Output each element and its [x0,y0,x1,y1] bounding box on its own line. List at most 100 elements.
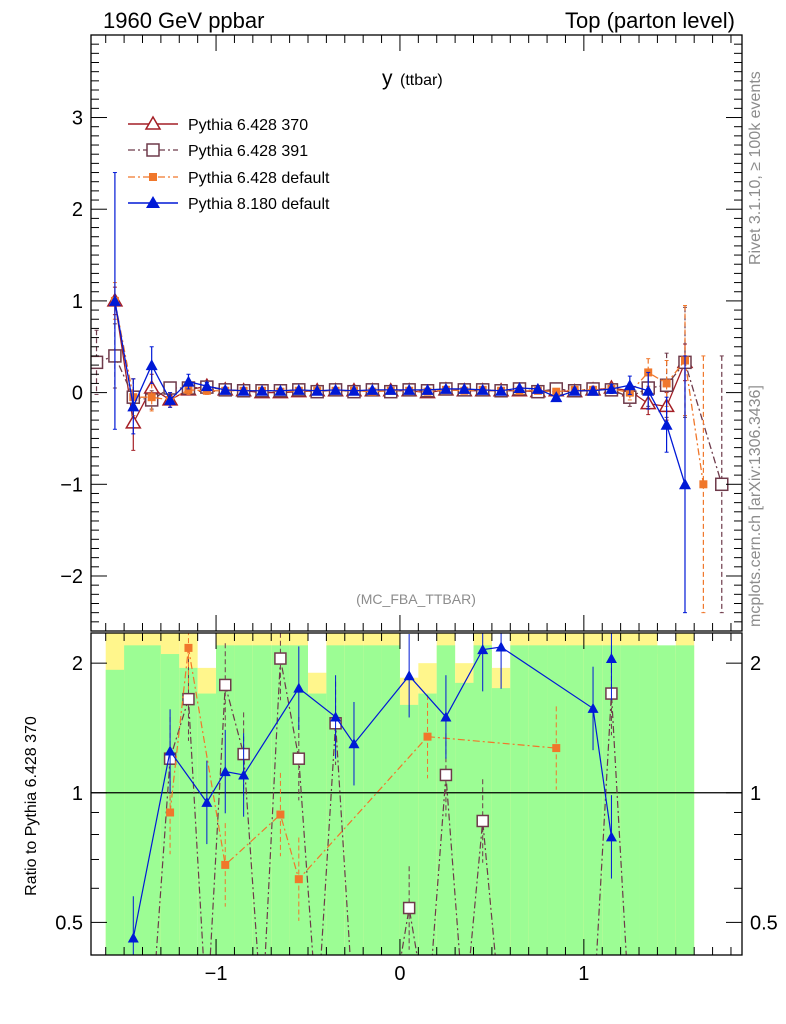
data-point [237,384,250,396]
legend-marker-open-square [146,143,160,157]
uncertainty-band-green [675,645,695,955]
data-point [440,711,452,722]
data-point [403,670,415,681]
data-point [292,383,305,395]
legend-label: Pythia 8.180 default [188,196,330,213]
uncertainty-band-green [547,645,566,955]
data-point [678,478,691,490]
uncertainty-band-green [179,667,198,955]
uncertainty-band-green [142,645,161,955]
data-point [256,384,269,396]
data-point [329,383,342,395]
ratio-y-tick-label: 2 [72,653,83,675]
legend-entry-pythia-6428-370: Pythia 6.428 370 [128,115,308,134]
data-point [330,711,342,722]
data-point [513,382,526,394]
data-point [587,702,599,713]
y-tick-label: −2 [60,566,83,588]
data-point [184,385,193,394]
data-point [476,383,489,395]
data-point [458,382,471,394]
data-point [218,678,232,692]
series-line [114,300,686,425]
series-line [96,355,723,485]
data-point [147,393,156,402]
x-tick-label: −1 [205,963,228,985]
data-point [184,643,193,652]
data-point [293,682,305,693]
data-point [274,652,287,665]
data-point [495,384,508,396]
legend-marker-open-triangle [144,115,162,130]
data-point [552,744,561,753]
data-point [423,732,432,741]
y-tick-label: 2 [72,199,83,221]
uncertainty-band-green [252,645,272,955]
data-point [201,796,213,807]
ratio-y-tick-label-right: 1 [750,783,761,805]
uncertainty-band-green [583,645,603,955]
uncertainty-band-green [124,645,143,955]
uncertainty-band-green [363,645,382,955]
y-tick-label: 1 [72,291,83,313]
data-point [421,383,434,395]
legend-label: Pythia 6.428 391 [188,143,308,160]
uncertainty-band-green [418,693,437,955]
series-pythia-6-428-default [110,282,708,614]
legend-entry-pythia-8180-default: Pythia 8.180 default [128,196,330,213]
data-point [294,875,303,884]
uncertainty-band-green [381,645,400,955]
data-point [219,766,231,777]
uncertainty-band-green [528,645,548,955]
ratio-series [605,633,617,701]
uncertainty-band-green [271,645,290,955]
uncertainty-band-green [455,682,474,955]
data-point [274,384,287,396]
data-point [348,738,360,749]
rivet-label: Rivet 3.1.10, ≥ 100k events [747,71,764,265]
data-point [366,383,379,395]
y-tick-label: −1 [60,474,83,496]
data-point [605,653,617,664]
ratio-line [155,658,627,955]
ratio-plot-frame [90,632,743,956]
data-point [164,393,177,405]
data-point [127,932,139,943]
legend-marker-filled-square [149,173,157,181]
data-point [699,480,708,489]
data-point [531,382,544,394]
data-point [164,745,176,756]
data-point [439,382,452,394]
data-point [221,860,230,869]
data-point [347,384,360,396]
legend-entry-pythia-6428-391: Pythia 6.428 391 [128,143,308,160]
legend-label: Pythia 6.428 370 [188,117,308,134]
data-point [439,768,453,782]
legend: Pythia 6.428 370 Pythia 6.428 391 Pythia… [128,115,330,213]
data-point [642,384,655,396]
series-pythia-6-428-370 [106,286,694,451]
data-point [91,355,104,370]
data-point [311,384,324,396]
plot-title-sub: (ttbar) [400,72,443,89]
data-point [550,391,563,403]
data-point [662,379,671,388]
ratio-series [166,633,561,921]
y-tick-label: 3 [72,108,83,130]
ratio-series [127,633,617,955]
ratio-plot-panel: 0.5 0.5 1 1 2 2 −1 0 1 [55,632,778,985]
data-point [477,644,489,655]
uncertainty-band-green [657,645,676,955]
data-point [108,294,121,306]
analysis-id-label: (MC_FBA_TTBAR) [356,591,476,607]
uncertainty-band-green [510,645,529,955]
ratio-ylabel: Ratio to Pythia 6.428 370 [23,716,40,896]
main-plot-frame [90,34,743,632]
uncertainty-band-green [620,645,640,955]
data-point [605,831,617,842]
ratio-y-tick-label: 0.5 [55,912,83,934]
data-point [219,383,232,395]
uncertainty-band-green [105,669,125,955]
data-point [182,375,195,387]
